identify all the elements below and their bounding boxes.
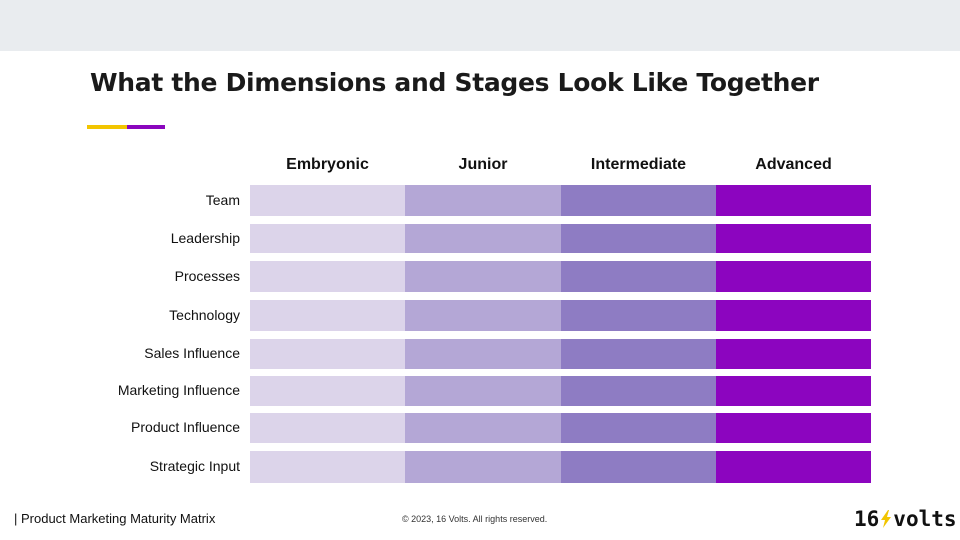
matrix-cell-sales-influence-embryonic (250, 339, 405, 369)
matrix-cell-technology-junior (405, 300, 561, 331)
dimension-label-leadership: Leadership (170, 229, 240, 246)
copyright-notice: © 2023, 16 Volts. All rights reserved. (402, 514, 548, 524)
dimension-label-sales-influence: Sales Influence (144, 345, 240, 361)
matrix-cell-team-advanced (716, 185, 871, 216)
matrix-cell-leadership-intermediate (561, 224, 716, 253)
stage-header-intermediate: Intermediate (590, 156, 687, 173)
matrix-cell-product-influence-intermediate (561, 413, 716, 443)
sixteen-volts-logo: 16 volts (854, 507, 957, 531)
dimension-label-processes: Processes (174, 267, 240, 284)
matrix-cell-processes-embryonic (250, 261, 405, 292)
matrix-cell-technology-advanced (716, 300, 871, 331)
matrix-cell-product-influence-advanced (716, 413, 871, 443)
matrix-cell-marketing-influence-advanced (716, 376, 871, 406)
accent-bar-yellow (87, 125, 128, 129)
matrix-cell-team-junior (405, 185, 561, 216)
top-bar (0, 0, 960, 51)
dimension-label-strategic-input: Strategic Input (149, 458, 240, 474)
accent-bar-purple (127, 125, 165, 129)
matrix-cell-processes-junior (405, 261, 561, 292)
matrix-cell-sales-influence-intermediate (561, 339, 716, 369)
dimension-label-team: Team (205, 191, 240, 208)
dimension-label-product-influence: Product Influence (131, 419, 240, 435)
footer-title: | Product Marketing Maturity Matrix (14, 511, 216, 526)
stage-header-advanced: Advanced (755, 156, 832, 173)
lightning-bolt-icon (881, 510, 892, 528)
matrix-cell-leadership-junior (405, 224, 561, 253)
matrix-cell-strategic-input-advanced (716, 451, 871, 483)
matrix-cell-strategic-input-intermediate (561, 451, 716, 483)
matrix-cell-sales-influence-advanced (716, 339, 871, 369)
dimension-label-marketing-influence: Marketing Influence (117, 382, 240, 398)
stage-header-embryonic: Embryonic (286, 156, 369, 173)
page-title: What the Dimensions and Stages Look Like… (90, 68, 819, 97)
matrix-cell-marketing-influence-intermediate (561, 376, 716, 406)
matrix-cell-processes-advanced (716, 261, 871, 292)
matrix-cell-leadership-embryonic (250, 224, 405, 253)
matrix-cell-sales-influence-junior (405, 339, 561, 369)
matrix-cell-product-influence-junior (405, 413, 561, 443)
matrix-cell-marketing-influence-embryonic (250, 376, 405, 406)
matrix-cell-technology-intermediate (561, 300, 716, 331)
matrix-cell-processes-intermediate (561, 261, 716, 292)
stage-header-junior: Junior (458, 156, 508, 173)
matrix-cell-team-embryonic (250, 185, 405, 216)
matrix-cell-team-intermediate (561, 185, 716, 216)
logo-number: 16 (854, 507, 880, 531)
matrix-cell-strategic-input-junior (405, 451, 561, 483)
logo-word: volts (893, 507, 957, 531)
matrix-cell-leadership-advanced (716, 224, 871, 253)
matrix-cell-strategic-input-embryonic (250, 451, 405, 483)
matrix-cell-product-influence-embryonic (250, 413, 405, 443)
matrix-cell-marketing-influence-junior (405, 376, 561, 406)
dimension-label-technology: Technology (169, 306, 240, 323)
matrix-cell-technology-embryonic (250, 300, 405, 331)
